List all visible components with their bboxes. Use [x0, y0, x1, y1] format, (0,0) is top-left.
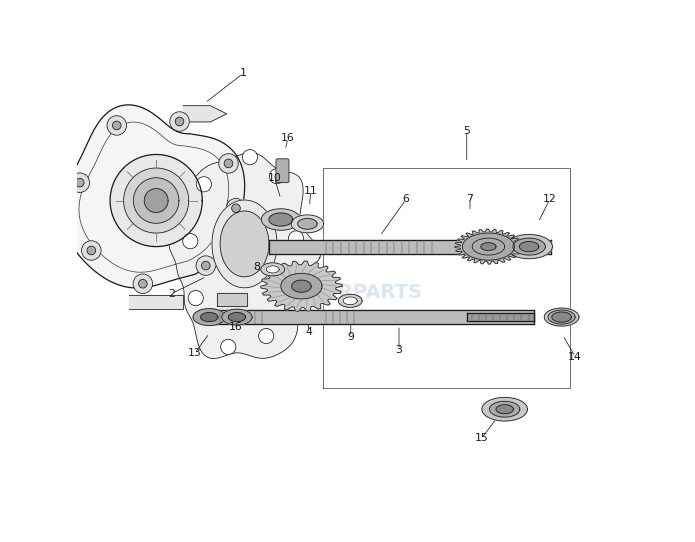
Circle shape — [81, 241, 101, 260]
Polygon shape — [482, 397, 528, 421]
Circle shape — [138, 279, 147, 288]
Circle shape — [175, 117, 184, 126]
Polygon shape — [297, 218, 317, 229]
Text: 15: 15 — [475, 433, 489, 443]
Text: 16: 16 — [229, 322, 242, 332]
Circle shape — [183, 234, 198, 249]
Polygon shape — [281, 273, 322, 299]
Polygon shape — [462, 233, 514, 260]
Circle shape — [188, 291, 204, 306]
Polygon shape — [124, 168, 189, 233]
Text: 16: 16 — [281, 133, 295, 143]
Polygon shape — [170, 152, 321, 358]
Text: 14: 14 — [569, 352, 582, 362]
Text: 4: 4 — [305, 327, 312, 337]
Polygon shape — [133, 178, 179, 223]
Polygon shape — [343, 297, 357, 305]
Text: 1: 1 — [240, 68, 247, 78]
Polygon shape — [129, 295, 183, 309]
Polygon shape — [261, 263, 285, 276]
Polygon shape — [481, 243, 496, 250]
Text: 10: 10 — [268, 173, 281, 183]
Polygon shape — [212, 200, 277, 288]
Polygon shape — [228, 313, 245, 321]
Polygon shape — [62, 105, 245, 288]
Circle shape — [170, 112, 189, 131]
Polygon shape — [291, 215, 324, 233]
Polygon shape — [269, 213, 293, 226]
Circle shape — [196, 177, 211, 192]
Polygon shape — [506, 235, 553, 259]
Polygon shape — [496, 405, 514, 414]
Polygon shape — [261, 261, 342, 311]
Polygon shape — [544, 308, 579, 326]
Text: MOTORPARTS: MOTORPARTS — [272, 283, 423, 302]
Polygon shape — [193, 308, 226, 326]
Polygon shape — [220, 211, 269, 277]
Text: 6: 6 — [402, 195, 409, 204]
Polygon shape — [145, 189, 168, 212]
Circle shape — [227, 198, 246, 218]
Text: 3: 3 — [395, 345, 402, 354]
Polygon shape — [338, 294, 362, 307]
Polygon shape — [455, 229, 522, 264]
Text: 9: 9 — [348, 332, 354, 342]
Polygon shape — [513, 238, 546, 255]
Circle shape — [87, 246, 96, 255]
Circle shape — [231, 204, 240, 212]
Circle shape — [107, 115, 126, 135]
Polygon shape — [552, 312, 571, 322]
Polygon shape — [222, 309, 252, 325]
Polygon shape — [261, 209, 300, 230]
Polygon shape — [266, 266, 279, 273]
Circle shape — [70, 173, 90, 192]
Circle shape — [202, 261, 210, 270]
Polygon shape — [519, 242, 539, 251]
Circle shape — [283, 288, 298, 303]
Text: 12: 12 — [543, 195, 557, 204]
Polygon shape — [472, 238, 505, 255]
Polygon shape — [218, 293, 247, 306]
Circle shape — [113, 121, 121, 130]
Text: 13: 13 — [188, 349, 202, 358]
Text: 2: 2 — [168, 289, 174, 299]
Polygon shape — [183, 106, 227, 122]
Text: 8: 8 — [254, 262, 261, 272]
Circle shape — [270, 169, 285, 184]
Circle shape — [259, 328, 274, 344]
Polygon shape — [110, 154, 202, 247]
Polygon shape — [201, 313, 218, 321]
Circle shape — [133, 274, 153, 293]
Polygon shape — [548, 310, 575, 324]
Text: 11: 11 — [304, 186, 318, 196]
Circle shape — [76, 178, 84, 187]
Circle shape — [224, 159, 233, 168]
Polygon shape — [292, 280, 311, 292]
Circle shape — [219, 154, 238, 173]
Circle shape — [288, 231, 304, 246]
Text: 5: 5 — [464, 126, 471, 136]
FancyBboxPatch shape — [276, 159, 289, 183]
Circle shape — [243, 150, 258, 165]
Circle shape — [196, 256, 215, 275]
Text: 7: 7 — [466, 195, 473, 204]
Polygon shape — [489, 401, 520, 417]
Circle shape — [221, 339, 236, 354]
